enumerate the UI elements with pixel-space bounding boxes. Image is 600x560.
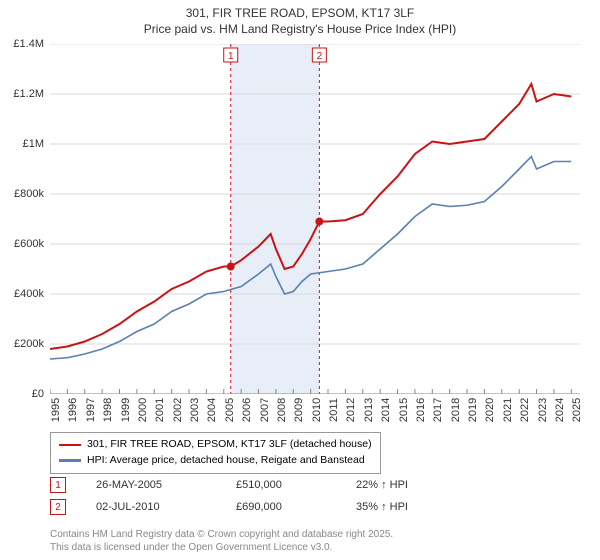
title-line-2: Price paid vs. HM Land Registry's House …: [0, 22, 600, 38]
legend-label: 301, FIR TREE ROAD, EPSOM, KT17 3LF (det…: [87, 437, 372, 453]
x-tick-label: 2018: [450, 398, 462, 422]
y-tick-label: £200k: [14, 338, 44, 350]
x-tick-label: 2000: [137, 398, 149, 422]
legend-item: 301, FIR TREE ROAD, EPSOM, KT17 3LF (det…: [59, 437, 372, 453]
x-tick-label: 1997: [85, 398, 97, 422]
event-marker: 1: [50, 477, 66, 493]
x-tick-label: 1999: [120, 398, 132, 422]
x-tick-label: 2022: [519, 398, 531, 422]
chart-container: 301, FIR TREE ROAD, EPSOM, KT17 3LF Pric…: [0, 0, 600, 560]
x-tick-label: 2017: [432, 398, 444, 422]
x-tick-label: 2001: [154, 398, 166, 422]
x-tick-label: 2014: [380, 398, 392, 422]
event-date: 02-JUL-2010: [96, 501, 236, 513]
x-tick-label: 1998: [102, 398, 114, 422]
footer-line-2: This data is licensed under the Open Gov…: [50, 541, 393, 554]
x-tick-label: 2005: [224, 398, 236, 422]
legend-item: HPI: Average price, detached house, Reig…: [59, 453, 372, 469]
event-diff: 35% ↑ HPI: [356, 501, 476, 513]
event-table: 1 26-MAY-2005£510,00022% ↑ HPI 2 02-JUL-201…: [50, 474, 476, 518]
x-tick-label: 2015: [398, 398, 410, 422]
x-tick-label: 2009: [293, 398, 305, 422]
y-tick-label: £400k: [14, 288, 44, 300]
x-tick-label: 2008: [276, 398, 288, 422]
x-tick-label: 2016: [415, 398, 427, 422]
event-price: £510,000: [236, 479, 356, 491]
y-tick-label: £600k: [14, 238, 44, 250]
chart-title: 301, FIR TREE ROAD, EPSOM, KT17 3LF Pric…: [0, 0, 600, 37]
x-tick-label: 2019: [467, 398, 479, 422]
x-tick-label: 2006: [241, 398, 253, 422]
x-axis: 1995 1996 1997 1998 1999 2000 2001 2002 2003 2004…: [50, 398, 580, 428]
x-tick-label: 2002: [172, 398, 184, 422]
x-tick-label: 1996: [67, 398, 79, 422]
plot-area: 12: [50, 44, 580, 394]
attribution: Contains HM Land Registry data © Crown c…: [50, 528, 393, 554]
event-row: 1 26-MAY-2005£510,00022% ↑ HPI: [50, 474, 476, 496]
y-tick-label: £1.2M: [13, 88, 44, 100]
legend-label: HPI: Average price, detached house, Reig…: [87, 453, 365, 469]
y-tick-label: £1.4M: [13, 38, 44, 50]
x-tick-label: 2007: [259, 398, 271, 422]
x-tick-label: 2012: [345, 398, 357, 422]
title-line-1: 301, FIR TREE ROAD, EPSOM, KT17 3LF: [0, 6, 600, 22]
x-tick-label: 2025: [571, 398, 583, 422]
x-tick-label: 2010: [311, 398, 323, 422]
svg-text:2: 2: [317, 51, 323, 62]
x-tick-label: 1995: [50, 398, 62, 422]
event-price: £690,000: [236, 501, 356, 513]
event-marker: 2: [50, 499, 66, 515]
x-tick-label: 2024: [554, 398, 566, 422]
x-tick-label: 2021: [502, 398, 514, 422]
x-tick-label: 2013: [363, 398, 375, 422]
x-tick-label: 2004: [206, 398, 218, 422]
event-date: 26-MAY-2005: [96, 479, 236, 491]
x-tick-label: 2020: [484, 398, 496, 422]
y-tick-label: £1M: [23, 138, 44, 150]
y-tick-label: £0: [32, 388, 44, 400]
plot-svg: 12: [50, 44, 580, 394]
y-tick-label: £800k: [14, 188, 44, 200]
x-tick-label: 2023: [537, 398, 549, 422]
x-tick-label: 2011: [328, 398, 340, 422]
legend: 301, FIR TREE ROAD, EPSOM, KT17 3LF (det…: [50, 432, 381, 474]
x-tick-label: 2003: [189, 398, 201, 422]
event-diff: 22% ↑ HPI: [356, 479, 476, 491]
svg-text:1: 1: [228, 51, 234, 62]
footer-line-1: Contains HM Land Registry data © Crown c…: [50, 528, 393, 541]
y-axis: £0£200k£400k£600k£800k£1M£1.2M£1.4M: [0, 44, 48, 394]
legend-swatch: [59, 444, 81, 447]
legend-swatch: [59, 459, 81, 462]
event-row: 2 02-JUL-2010£690,00035% ↑ HPI: [50, 496, 476, 518]
